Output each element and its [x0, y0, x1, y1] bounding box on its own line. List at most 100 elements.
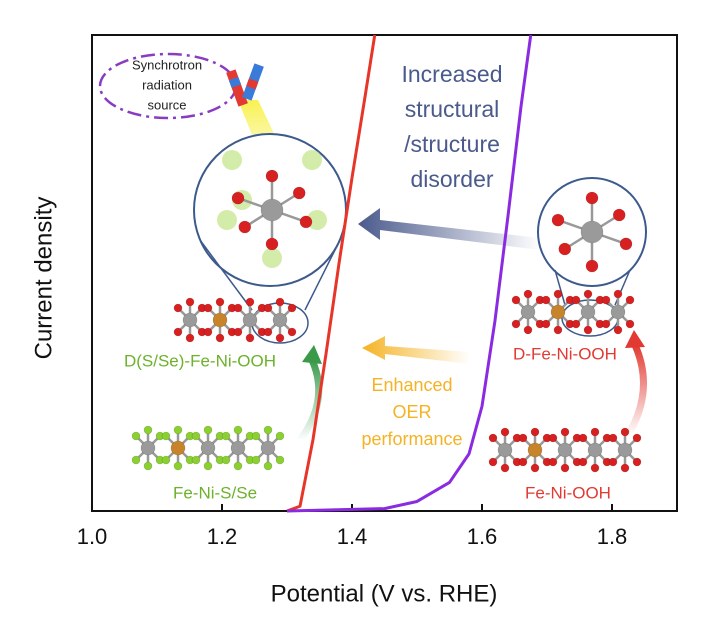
ghost-atom — [222, 150, 242, 170]
arrow-head — [625, 330, 645, 348]
atom — [238, 220, 252, 234]
atom — [613, 325, 623, 335]
atom — [131, 431, 141, 441]
atom — [185, 297, 195, 307]
atom — [263, 425, 273, 435]
atom — [608, 433, 618, 443]
atom — [488, 457, 498, 467]
atom — [275, 455, 285, 465]
atom — [523, 325, 533, 335]
atom — [580, 304, 596, 320]
atom — [212, 312, 228, 328]
atom — [610, 304, 626, 320]
atom — [511, 319, 521, 329]
atom — [601, 319, 611, 329]
atom — [518, 433, 528, 443]
atom — [182, 312, 198, 328]
atom — [173, 461, 183, 471]
x-axis-label: Potential (V vs. RHE) — [271, 580, 498, 607]
atom — [497, 442, 513, 458]
atom — [587, 442, 603, 458]
annotation: Synchrotron — [132, 57, 202, 72]
annotation: source — [147, 97, 186, 112]
atom — [233, 303, 243, 313]
atom — [287, 303, 297, 313]
beamline — [226, 63, 264, 107]
atom — [200, 440, 216, 456]
x-tick-label: 1.0 — [77, 524, 108, 549]
atom — [500, 463, 510, 473]
atom — [191, 431, 201, 441]
atom — [560, 427, 570, 437]
atom — [275, 297, 285, 307]
atom — [578, 457, 588, 467]
annotation: structural — [405, 96, 500, 122]
annotation: Fe-Ni-OOH — [525, 483, 611, 502]
atom — [520, 304, 536, 320]
atom — [203, 425, 213, 435]
atom — [583, 289, 593, 299]
atom — [488, 433, 498, 443]
atom — [215, 297, 225, 307]
atom — [560, 463, 570, 473]
atom — [231, 191, 245, 205]
atom — [619, 237, 633, 251]
zoom-line — [304, 239, 341, 311]
arrow — [362, 336, 470, 364]
atom — [161, 455, 171, 465]
atom — [632, 433, 642, 443]
atom — [263, 327, 273, 337]
annotation: performance — [361, 429, 462, 449]
atom — [612, 208, 626, 222]
atom — [620, 427, 630, 437]
atom — [203, 327, 213, 337]
atom — [541, 319, 551, 329]
atom — [173, 327, 183, 337]
atom — [558, 242, 572, 256]
atom — [185, 333, 195, 343]
annotation: OER — [392, 402, 431, 422]
atom — [173, 425, 183, 435]
zoom-line — [199, 239, 253, 311]
atom — [275, 431, 285, 441]
atom — [251, 431, 261, 441]
atom — [173, 303, 183, 313]
x-tick-label: 1.4 — [337, 524, 368, 549]
atom — [233, 425, 243, 435]
atom — [625, 295, 635, 305]
atom — [518, 457, 528, 467]
atom — [245, 333, 255, 343]
atom — [585, 191, 599, 205]
atom — [571, 319, 581, 329]
ghost-atom — [302, 150, 322, 170]
atom — [242, 312, 258, 328]
annotation: disorder — [410, 166, 493, 192]
atom — [161, 431, 171, 441]
zoom-line — [554, 269, 566, 306]
atom — [233, 461, 243, 471]
atom — [203, 461, 213, 471]
atom — [511, 295, 521, 305]
atom — [548, 457, 558, 467]
atom — [203, 303, 213, 313]
annotation: Increased — [401, 61, 502, 87]
annotation: D-Fe-Ni-OOH — [513, 344, 617, 363]
atom — [553, 325, 563, 335]
atom — [263, 303, 273, 313]
atom — [590, 427, 600, 437]
atom — [632, 457, 642, 467]
atom — [292, 186, 306, 200]
atom — [580, 220, 604, 244]
atom — [523, 289, 533, 299]
atom — [275, 333, 285, 343]
atom — [530, 463, 540, 473]
atom — [620, 463, 630, 473]
atom — [551, 213, 565, 227]
ghost-atom — [307, 210, 327, 230]
annotation: /structure — [404, 131, 500, 157]
atom — [608, 457, 618, 467]
arrow — [624, 343, 647, 437]
atom — [143, 425, 153, 435]
atom — [221, 455, 231, 465]
